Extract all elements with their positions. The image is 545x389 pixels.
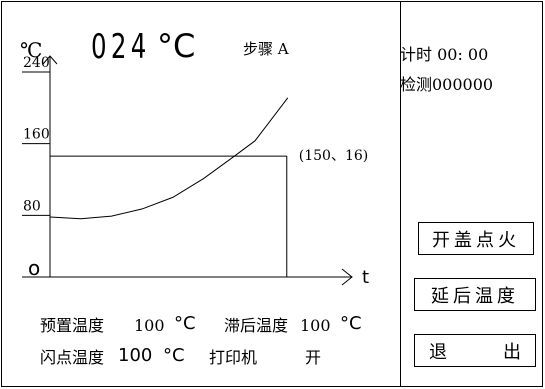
exit-button-label-left: 退 [429,341,447,363]
target-point-label: (150、16) [299,148,368,164]
timer-readout: 计时 00: 00 [400,45,489,64]
detect-readout: 检测000000 [400,75,494,94]
temperature-curve [49,97,289,220]
ignite-button-label: 开盖点火 [432,229,520,251]
preset-temperature-unit: °C [174,313,196,334]
flash-point-label: 闪点温度 [40,348,105,367]
unit-label: ℃ [20,38,43,62]
flash-point-unit: °C [163,345,185,366]
printer-label: 打印机 [209,348,258,367]
y-axis-arrow [42,55,58,65]
exit-button[interactable]: 退 出 [414,334,536,367]
y-tick-label: 80 [23,198,41,214]
lag-temperature-value: 100 [300,316,331,335]
printer-state[interactable]: 开 [305,348,322,367]
lag-temperature-unit: °C [340,313,362,334]
x-axis-label: t [362,267,369,288]
panel-divider [400,2,401,386]
delay-temperature-button[interactable]: 延后温度 [414,278,536,311]
exit-button-label-right: 出 [503,341,521,363]
delay-temperature-button-label: 延后温度 [431,285,519,307]
preset-temperature-label: 预置温度 [40,316,105,335]
y-tick-label: 160 [23,127,50,143]
temperature-unit: °C [157,27,196,65]
y-tick-label: 240 [23,55,50,71]
flash-point-value: 100 [118,345,153,366]
x-axis-arrow [341,268,353,286]
preset-temperature-value: 100 [134,316,165,335]
step-label: 步骤 A [243,40,289,58]
ignite-button[interactable]: 开盖点火 [418,222,534,255]
origin-label: o [28,256,40,280]
current-temperature: 024 [91,27,151,67]
lag-temperature-label: 滞后温度 [224,316,289,335]
